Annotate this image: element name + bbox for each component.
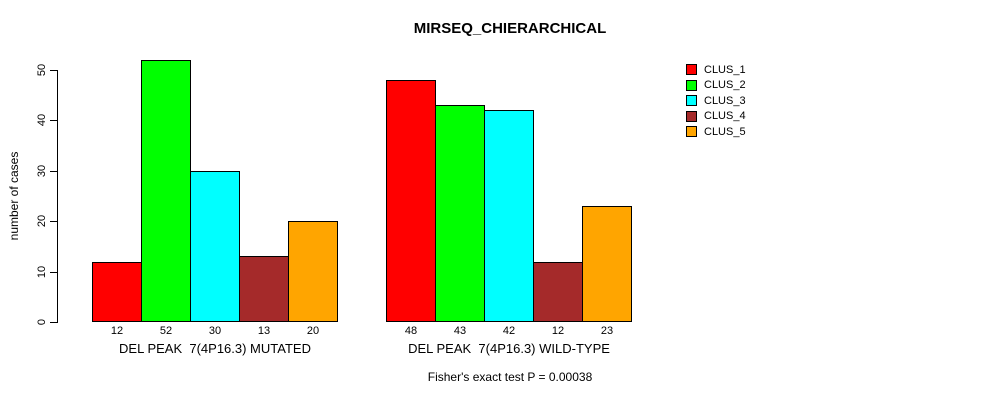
legend-color-swatch	[686, 64, 697, 76]
legend: CLUS_1 CLUS_2 CLUS_3 CLUS_4 CLUS_5	[686, 62, 746, 140]
bar-value-label: 23	[600, 325, 614, 337]
y-axis-label: number of cases	[7, 151, 21, 241]
legend-label: CLUS_1	[704, 63, 746, 76]
legend-item: CLUS_3	[686, 93, 746, 109]
y-tick-label: 10	[36, 265, 48, 279]
bar	[92, 262, 142, 322]
y-tick-mark	[50, 70, 57, 71]
y-axis-line	[57, 70, 58, 323]
y-tick-mark	[50, 120, 57, 121]
bar	[386, 80, 436, 322]
bar	[582, 206, 632, 322]
group-label: DEL PEAK 7(4P16.3) MUTATED	[119, 341, 311, 356]
legend-item: CLUS_5	[686, 124, 746, 140]
legend-item: CLUS_4	[686, 109, 746, 125]
bar-value-label: 52	[159, 325, 173, 337]
legend-color-swatch	[686, 95, 697, 107]
bar	[484, 110, 534, 322]
y-tick-mark	[50, 171, 57, 172]
y-tick-label: 20	[36, 214, 48, 228]
bar	[435, 105, 485, 322]
bar	[288, 221, 338, 322]
legend-label: CLUS_3	[704, 94, 746, 107]
bar-value-label: 12	[551, 325, 565, 337]
bar	[141, 60, 191, 322]
legend-label: CLUS_5	[704, 125, 746, 138]
bar-value-label: 43	[453, 325, 467, 337]
y-tick-label: 0	[36, 318, 48, 326]
y-tick-label: 40	[36, 113, 48, 127]
chart-title: MIRSEQ_CHIERARCHICAL	[413, 20, 607, 37]
y-tick-label: 50	[36, 63, 48, 77]
bar-value-label: 48	[404, 325, 418, 337]
y-tick-mark	[50, 221, 57, 222]
legend-label: CLUS_2	[704, 79, 746, 92]
legend-item: CLUS_1	[686, 62, 746, 78]
bar-value-label: 12	[110, 325, 124, 337]
bar-value-label: 20	[306, 325, 320, 337]
bar	[533, 262, 583, 322]
bar	[239, 256, 289, 322]
bar-value-label: 42	[502, 325, 516, 337]
bar-value-label: 13	[257, 325, 271, 337]
bar	[190, 171, 240, 322]
legend-color-swatch	[686, 110, 697, 122]
y-tick-label: 30	[36, 164, 48, 178]
y-tick-mark	[50, 322, 57, 323]
group-label: DEL PEAK 7(4P16.3) WILD-TYPE	[408, 341, 610, 356]
legend-color-swatch	[686, 126, 697, 138]
legend-label: CLUS_4	[704, 110, 746, 123]
subtitle: Fisher's exact test P = 0.00038	[427, 370, 593, 384]
legend-color-swatch	[686, 79, 697, 91]
bar-value-label: 30	[208, 325, 222, 337]
legend-item: CLUS_2	[686, 78, 746, 94]
y-tick-mark	[50, 272, 57, 273]
